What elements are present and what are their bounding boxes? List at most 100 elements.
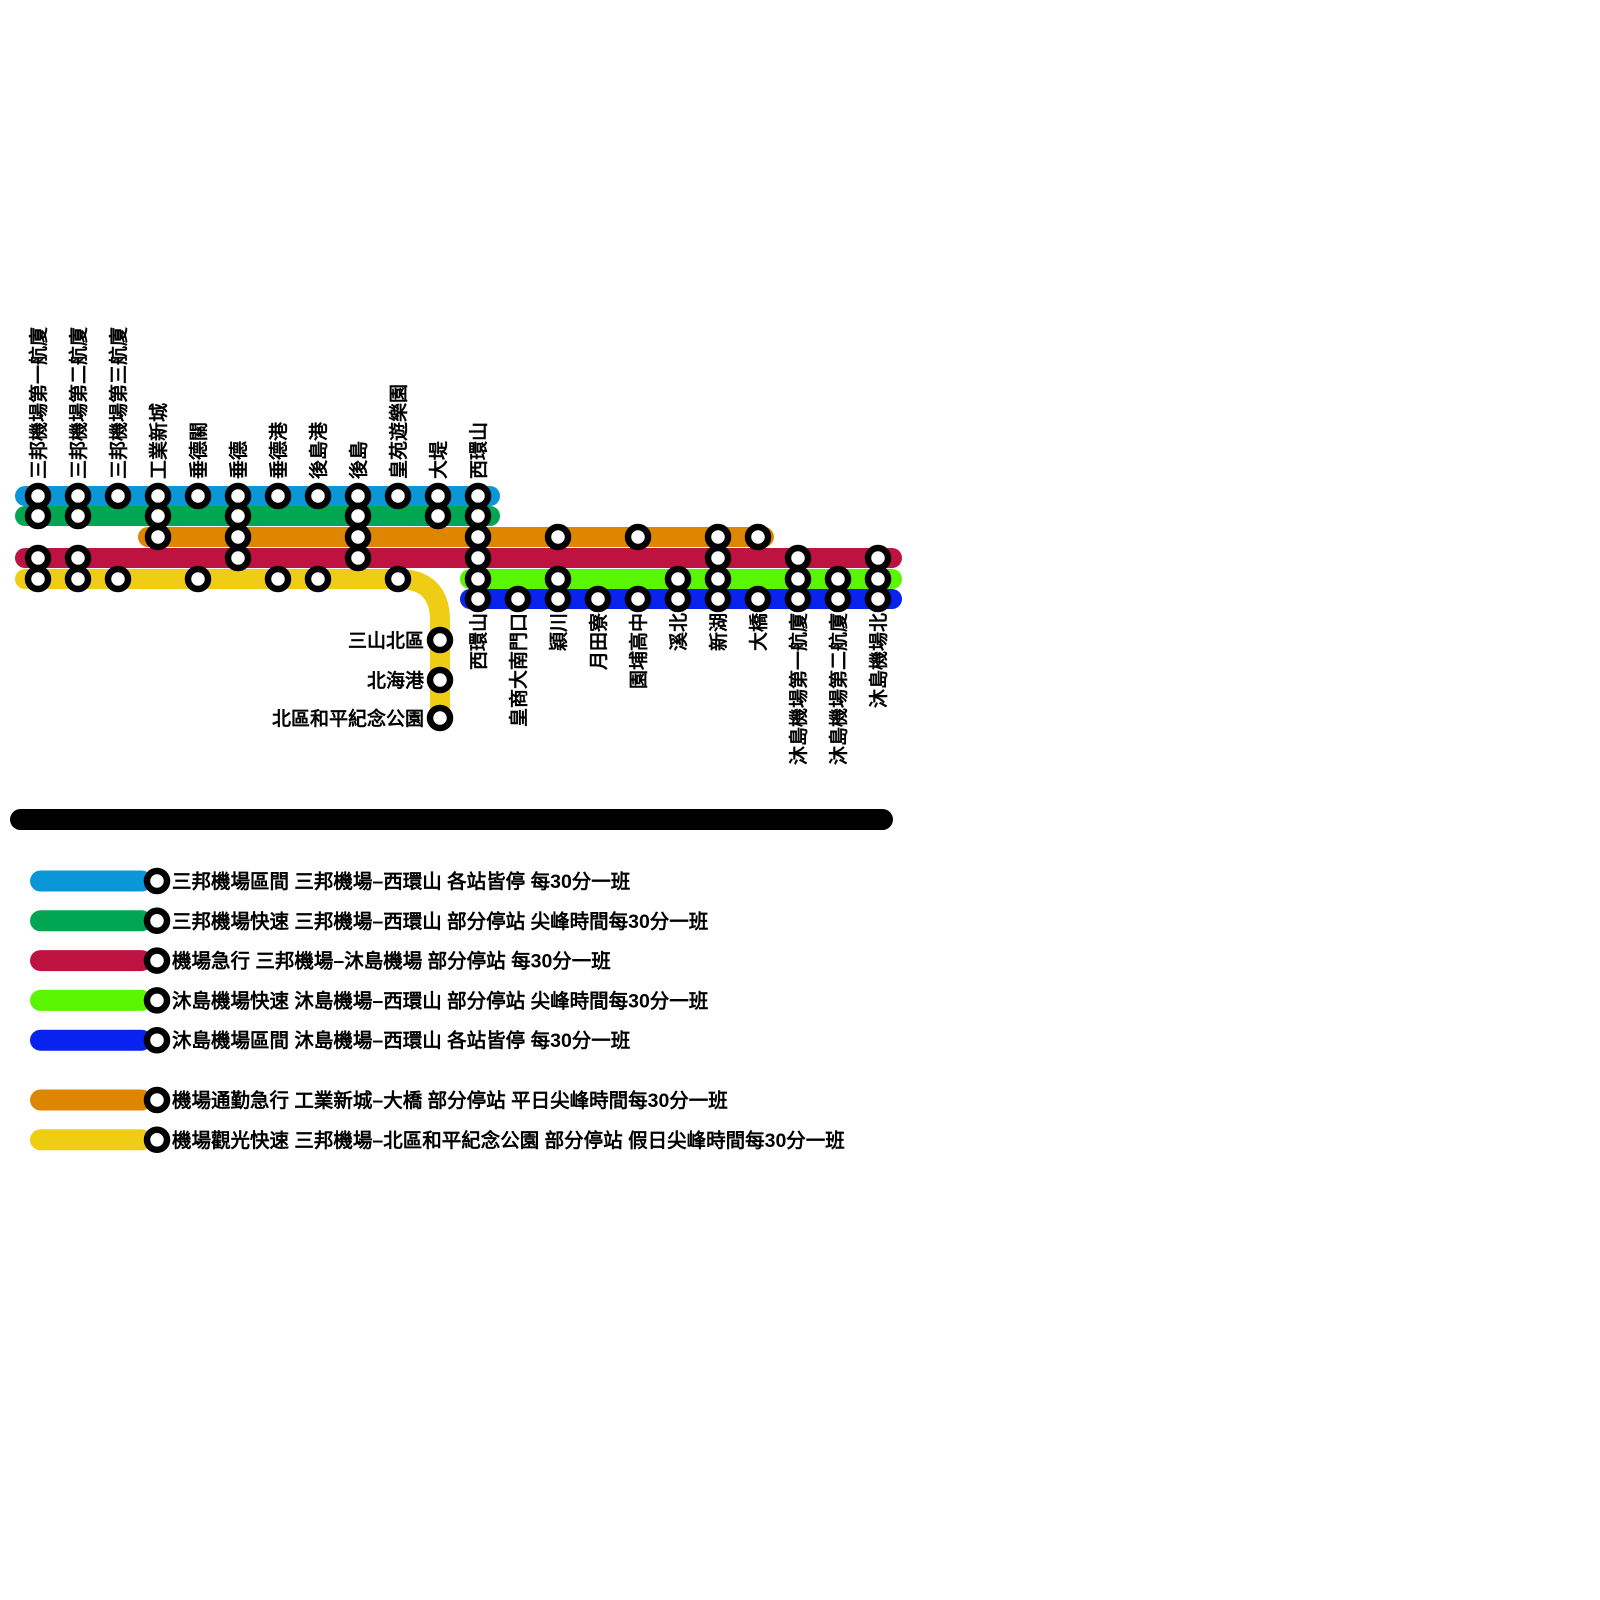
legend-line-swatch: [30, 870, 152, 892]
station-label: 沐島機場第一航廈: [787, 613, 810, 765]
station-dot: [504, 585, 532, 613]
station-dot: [344, 544, 372, 572]
station-dot: [624, 523, 652, 551]
station-dot: [184, 565, 212, 593]
station-dot: [264, 565, 292, 593]
legend-station-dot: [143, 987, 171, 1014]
legend-label: 沐島機場快速 沐島機場–西環山 部分停站 尖峰時間每30分一班: [172, 989, 709, 1012]
station-dot: [464, 585, 492, 613]
station-dot: [464, 523, 492, 551]
station-dot: [104, 565, 132, 593]
station-dot: [744, 585, 772, 613]
station-label: 西環山: [468, 422, 490, 479]
station-label: 北區和平紀念公園: [272, 707, 424, 730]
station-dot: [344, 523, 372, 551]
legend-row: 沐島機場快速 沐島機場–西環山 部分停站 尖峰時間每30分一班: [30, 987, 709, 1014]
station-dot: [384, 482, 412, 510]
station-label: 月田寮: [587, 612, 610, 671]
legend-station-dot: [143, 947, 171, 974]
station-dot: [704, 544, 732, 572]
station-label: 大堤: [427, 440, 450, 479]
legend-label: 三邦機場區間 三邦機場–西環山 各站皆停 每30分一班: [172, 870, 631, 893]
station-label: 沐島機場第二航廈: [827, 613, 850, 765]
station-dot: [744, 523, 772, 551]
legend-line-swatch: [30, 989, 152, 1011]
legend-station-dot: [143, 1086, 171, 1114]
station-dot: [144, 502, 172, 530]
station-dot: [784, 544, 812, 572]
station-label: 園埔高中: [627, 613, 650, 689]
station-label: 三邦機場第二航廈: [67, 327, 90, 479]
station-labels: 三邦機場第一航廈 三邦機場第二航廈 三邦機場第三航廈 工業新城 垂德關 垂德 垂德港 後島港後…: [27, 327, 890, 765]
station-dot: [64, 544, 92, 572]
station-label: 溪北: [668, 613, 690, 651]
station-dot: [224, 502, 252, 530]
station-dot: [64, 502, 92, 530]
station-label: 大橋: [747, 612, 770, 651]
legend-line-swatch: [30, 1029, 152, 1051]
legend-row: 三邦機場快速 三邦機場–西環山 部分停站 尖峰時間每30分一班: [30, 907, 709, 935]
station-label: 三山北區: [348, 630, 424, 652]
station-label: 後島: [347, 441, 370, 479]
station-dot: [224, 544, 252, 572]
station-dot: [544, 523, 572, 551]
separator: [10, 809, 893, 830]
station-dot: [664, 585, 692, 613]
station-label: 皇苑遊樂園: [387, 384, 410, 479]
station-label: 沐島機場北: [867, 613, 890, 708]
legend-row: 機場急行 三邦機場–沐島機場 部分停站 每30分一班: [30, 947, 611, 974]
station-dot: [704, 585, 732, 613]
station-label: 三邦機場第一航廈: [27, 327, 50, 479]
legend-label: 機場觀光快速 三邦機場–北區和平紀念公園 部分停站 假日尖峰時間每30分一班: [172, 1129, 845, 1152]
station-label: 三邦機場第三航廈: [107, 327, 130, 479]
station-dot: [24, 565, 52, 593]
legend-line-swatch: [30, 950, 152, 972]
station-dot: [264, 482, 292, 510]
station-label: 垂德港: [267, 421, 290, 479]
legend-station-dot: [143, 867, 171, 895]
station-label: 新湖: [707, 613, 730, 651]
separator-bar: [10, 809, 893, 830]
legend-station-dot: [143, 907, 171, 935]
station-dot: [864, 544, 892, 572]
station-label: 垂德關: [187, 422, 210, 479]
legend-row: 沐島機場區間 沐島機場–西環山 各站皆停 每30分一班: [30, 1026, 631, 1054]
station-dot: [426, 704, 454, 732]
station-dot: [184, 482, 212, 510]
station-label: 北海港: [367, 669, 425, 692]
station-dot: [426, 626, 454, 654]
station-label: 皇商大南門口: [507, 613, 530, 727]
station-dot: [224, 523, 252, 551]
station-label: 工業新城: [147, 403, 170, 479]
station-dot: [704, 523, 732, 551]
legend-line-swatch: [30, 1129, 152, 1151]
station-dot: [624, 585, 652, 613]
station-dot: [24, 544, 52, 572]
legend-station-dot: [143, 1026, 171, 1054]
legend-station-dot: [143, 1126, 171, 1154]
station-dot: [64, 565, 92, 593]
station-dot: [464, 502, 492, 530]
legend-row: 機場通勤急行 工業新城–大橋 部分停站 平日尖峰時間每30分一班: [30, 1086, 728, 1114]
station-dot: [304, 482, 332, 510]
station-label: 西環山: [468, 613, 490, 670]
station-dot: [784, 585, 812, 613]
station-dot: [304, 565, 332, 593]
station-dot: [344, 502, 372, 530]
station-dot: [584, 585, 612, 613]
station-dot: [144, 523, 172, 551]
legend-label: 機場急行 三邦機場–沐島機場 部分停站 每30分一班: [172, 950, 611, 973]
station-label: 穎川: [547, 613, 570, 651]
legend-line-swatch: [30, 1089, 152, 1111]
station-dot: [384, 565, 412, 593]
station-dot: [424, 502, 452, 530]
legend-row: 三邦機場區間 三邦機場–西環山 各站皆停 每30分一班: [30, 867, 631, 895]
station-dot: [544, 585, 572, 613]
station-dot: [426, 666, 454, 694]
station-dot: [824, 585, 852, 613]
station-dot: [104, 482, 132, 510]
legend-label: 機場通勤急行 工業新城–大橋 部分停站 平日尖峰時間每30分一班: [172, 1089, 728, 1112]
station-label: 後島港: [307, 421, 330, 479]
